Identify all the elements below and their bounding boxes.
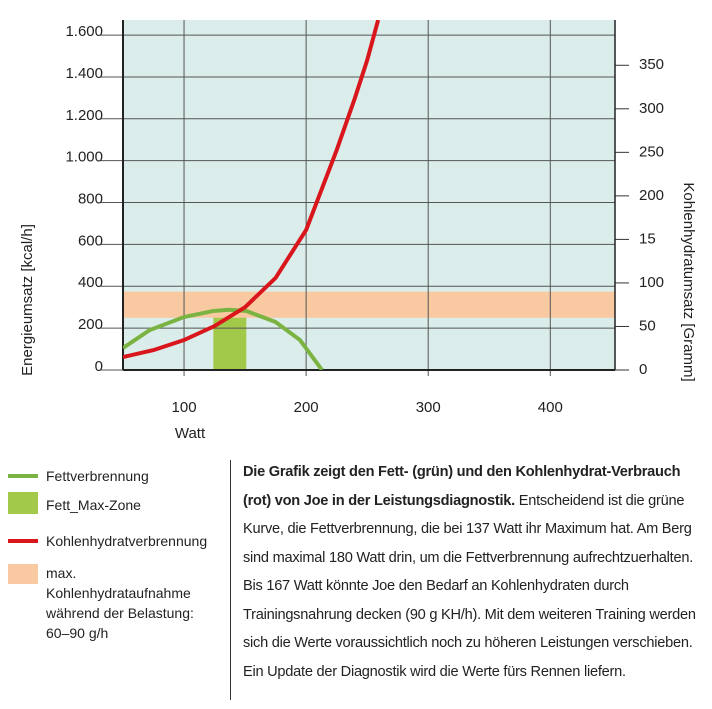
y2-tick-label: 50 xyxy=(639,317,656,334)
legend-fat-swatch xyxy=(8,474,38,478)
x-tick-label: 200 xyxy=(294,399,319,416)
caption: Die Grafik zeigt den Fett- (grün) und de… xyxy=(243,458,708,686)
y2-tick-label: 15 xyxy=(639,230,656,247)
y2-tick-label: 350 xyxy=(639,56,664,73)
y2-tick-label: 100 xyxy=(639,274,664,291)
x-axis-label: Watt xyxy=(175,425,206,442)
y-tick-label: 600 xyxy=(78,232,103,249)
line-series xyxy=(123,20,381,359)
caption-text: Entscheidend ist die grüne Kurve, die Fe… xyxy=(243,492,696,680)
y-tick-label: 200 xyxy=(78,316,103,333)
y2-tick-label: 300 xyxy=(639,100,664,117)
caption-bold: Die Grafik zeigt den Fett- (grün) und de… xyxy=(243,464,681,509)
y-tick-label: 1.400 xyxy=(65,65,103,82)
y-tick-label: 1.000 xyxy=(65,149,103,166)
y-tick-label: 800 xyxy=(78,191,103,208)
y-axis-label: Energieumsatz [kcal/h] xyxy=(19,224,36,376)
y-tick-label: 1.200 xyxy=(65,107,103,124)
zone xyxy=(213,309,247,370)
legend-carb-swatch xyxy=(8,539,38,543)
x-tick-label: 400 xyxy=(538,399,563,416)
legend-band: max. Kohlenhydrataufnahme während der Be… xyxy=(46,565,194,641)
x-tick-label: 300 xyxy=(416,399,441,416)
legend-fat: Fettverbrennung xyxy=(46,468,149,484)
line-series xyxy=(123,307,324,370)
y-tick-label: 400 xyxy=(78,274,103,291)
legend-zone-swatch xyxy=(8,492,38,514)
x-tick-label: 100 xyxy=(172,399,197,416)
y-tick-label: 1.600 xyxy=(65,23,103,40)
legend-band-swatch xyxy=(8,564,38,584)
divider xyxy=(230,460,231,700)
chart: Energieumsatz [kcal/h] Kohlenhydratumsat… xyxy=(19,20,697,442)
y2-axis-label: Kohlenhydratumsatz [Gramm] xyxy=(680,182,697,381)
legend-carb: Kohlenhydratverbrennung xyxy=(46,533,208,549)
y2-tick-label: 250 xyxy=(639,143,664,160)
y2-tick-label: 0 xyxy=(639,361,647,378)
legend-zone: Fett_Max-Zone xyxy=(46,497,141,513)
y-tick-label: 0 xyxy=(95,358,103,375)
y2-tick-label: 200 xyxy=(639,187,664,204)
